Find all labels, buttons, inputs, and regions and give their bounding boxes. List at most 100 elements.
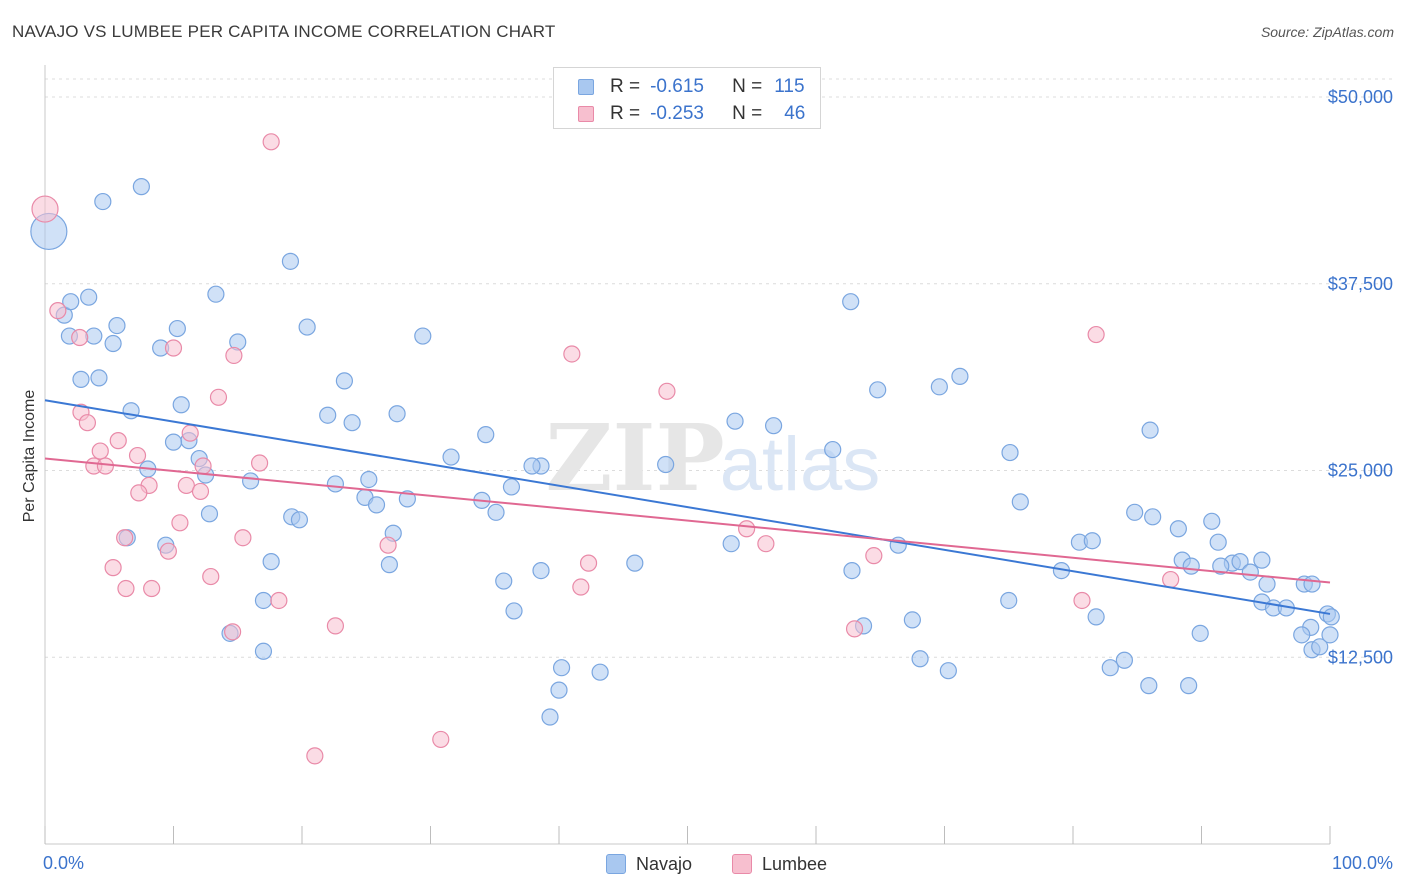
navajo-point bbox=[869, 381, 887, 399]
navajo-point bbox=[172, 396, 190, 414]
navajo-point bbox=[62, 293, 80, 311]
navajo-point bbox=[85, 327, 103, 345]
navajo-point bbox=[911, 650, 929, 668]
lumbee-point bbox=[71, 328, 89, 347]
lumbee-point bbox=[194, 457, 212, 475]
navajo-point bbox=[532, 561, 550, 580]
navajo-point bbox=[200, 505, 219, 523]
navajo-point bbox=[1144, 508, 1162, 526]
navajo-point bbox=[164, 433, 183, 451]
navajo-point bbox=[1321, 626, 1339, 644]
navajo-point bbox=[1101, 659, 1119, 677]
navajo-point bbox=[343, 414, 361, 432]
lumbee-point bbox=[78, 414, 97, 432]
lumbee-point bbox=[738, 520, 756, 538]
navajo-point bbox=[367, 496, 386, 514]
navajo-point bbox=[1253, 551, 1271, 569]
navajo-point bbox=[1231, 553, 1249, 571]
lumbee-point bbox=[326, 617, 345, 635]
navajo-point bbox=[1169, 520, 1187, 538]
navajo-point bbox=[360, 470, 378, 489]
navajo-swatch bbox=[578, 79, 594, 95]
navajo-point bbox=[1115, 651, 1134, 669]
navajo-point bbox=[505, 602, 523, 620]
lumbee-point bbox=[96, 457, 114, 475]
navajo-point bbox=[930, 378, 948, 396]
navajo-point bbox=[552, 659, 571, 677]
navajo-point bbox=[132, 178, 150, 196]
navajo-point bbox=[326, 475, 345, 493]
legend-row-navajo: R = -0.615 N = 115 bbox=[578, 76, 805, 98]
navajo-point bbox=[1241, 563, 1259, 581]
navajo-n-label: N = bbox=[732, 76, 763, 97]
lumbee-point bbox=[1073, 591, 1091, 610]
navajo-point bbox=[1293, 626, 1311, 644]
lumbee-point bbox=[91, 442, 109, 460]
navajo-point bbox=[335, 372, 354, 390]
lumbee-n-label: N = bbox=[732, 103, 763, 124]
navajo-point bbox=[1258, 575, 1276, 593]
lumbee-point bbox=[306, 747, 324, 765]
navajo-point bbox=[523, 457, 541, 475]
navajo-trend-line bbox=[44, 399, 1331, 615]
navajo-point bbox=[442, 448, 460, 466]
navajo-point bbox=[495, 572, 513, 590]
navajo-point bbox=[1140, 677, 1158, 695]
navajo-point bbox=[319, 406, 337, 424]
y-tick-label: $50,000 bbox=[1328, 87, 1393, 107]
navajo-point bbox=[502, 478, 521, 496]
lumbee-point bbox=[143, 579, 161, 598]
navajo-point bbox=[842, 293, 860, 311]
lumbee-point bbox=[845, 620, 864, 638]
navajo-point bbox=[903, 611, 921, 629]
navajo-point bbox=[1126, 503, 1144, 521]
navajo-point bbox=[626, 554, 644, 572]
lumbee-point bbox=[104, 559, 122, 577]
navajo-point bbox=[1209, 533, 1227, 551]
lumbee-point bbox=[1162, 570, 1180, 589]
lumbee-point bbox=[202, 567, 220, 586]
navajo-point bbox=[1011, 493, 1029, 511]
navajo-point bbox=[726, 412, 744, 430]
navajo-legend-swatch bbox=[606, 854, 626, 874]
y-tick-label: $25,000 bbox=[1328, 461, 1393, 481]
lumbee-point bbox=[234, 529, 252, 547]
lumbee-point bbox=[109, 432, 127, 450]
y-tick-label: $37,500 bbox=[1328, 274, 1393, 294]
navajo-point bbox=[824, 440, 842, 459]
navajo-point bbox=[242, 472, 260, 490]
navajo-point bbox=[843, 561, 861, 580]
x-tick-label-min: 0.0% bbox=[43, 853, 84, 873]
watermark-atlas: atlas bbox=[720, 422, 881, 507]
navajo-point bbox=[290, 511, 309, 529]
correlation-legend: R = -0.615 N = 115 R = -0.253 N = 46 bbox=[553, 67, 821, 129]
bottom-legend-navajo: Navajo bbox=[606, 852, 692, 876]
lumbee-point bbox=[865, 547, 883, 565]
navajo-point bbox=[1001, 443, 1019, 462]
lumbee-point bbox=[572, 578, 590, 596]
navajo-point bbox=[380, 556, 398, 574]
navajo-legend-label: Navajo bbox=[636, 853, 693, 874]
watermark-zip: ZIP bbox=[545, 404, 724, 512]
lumbee-trend-line bbox=[44, 457, 1331, 584]
navajo-point bbox=[1203, 512, 1221, 530]
lumbee-point bbox=[31, 195, 59, 223]
x-tick-label-max: 100.0% bbox=[1332, 853, 1393, 873]
navajo-point bbox=[207, 285, 225, 303]
navajo-point bbox=[550, 681, 568, 699]
legend-row-lumbee: R = -0.253 N = 46 bbox=[578, 103, 805, 125]
navajo-point bbox=[1322, 608, 1340, 626]
navajo-point bbox=[262, 553, 280, 571]
navajo-point bbox=[487, 503, 505, 521]
navajo-point bbox=[104, 334, 122, 353]
navajo-point bbox=[1191, 624, 1209, 642]
lumbee-point bbox=[209, 388, 228, 406]
navajo-point bbox=[414, 327, 432, 345]
navajo-point bbox=[722, 535, 740, 553]
lumbee-r-value: -0.253 bbox=[650, 103, 704, 124]
lumbee-point bbox=[225, 346, 243, 365]
navajo-point bbox=[951, 367, 969, 385]
lumbee-point bbox=[757, 535, 775, 553]
lumbee-point bbox=[130, 484, 148, 502]
